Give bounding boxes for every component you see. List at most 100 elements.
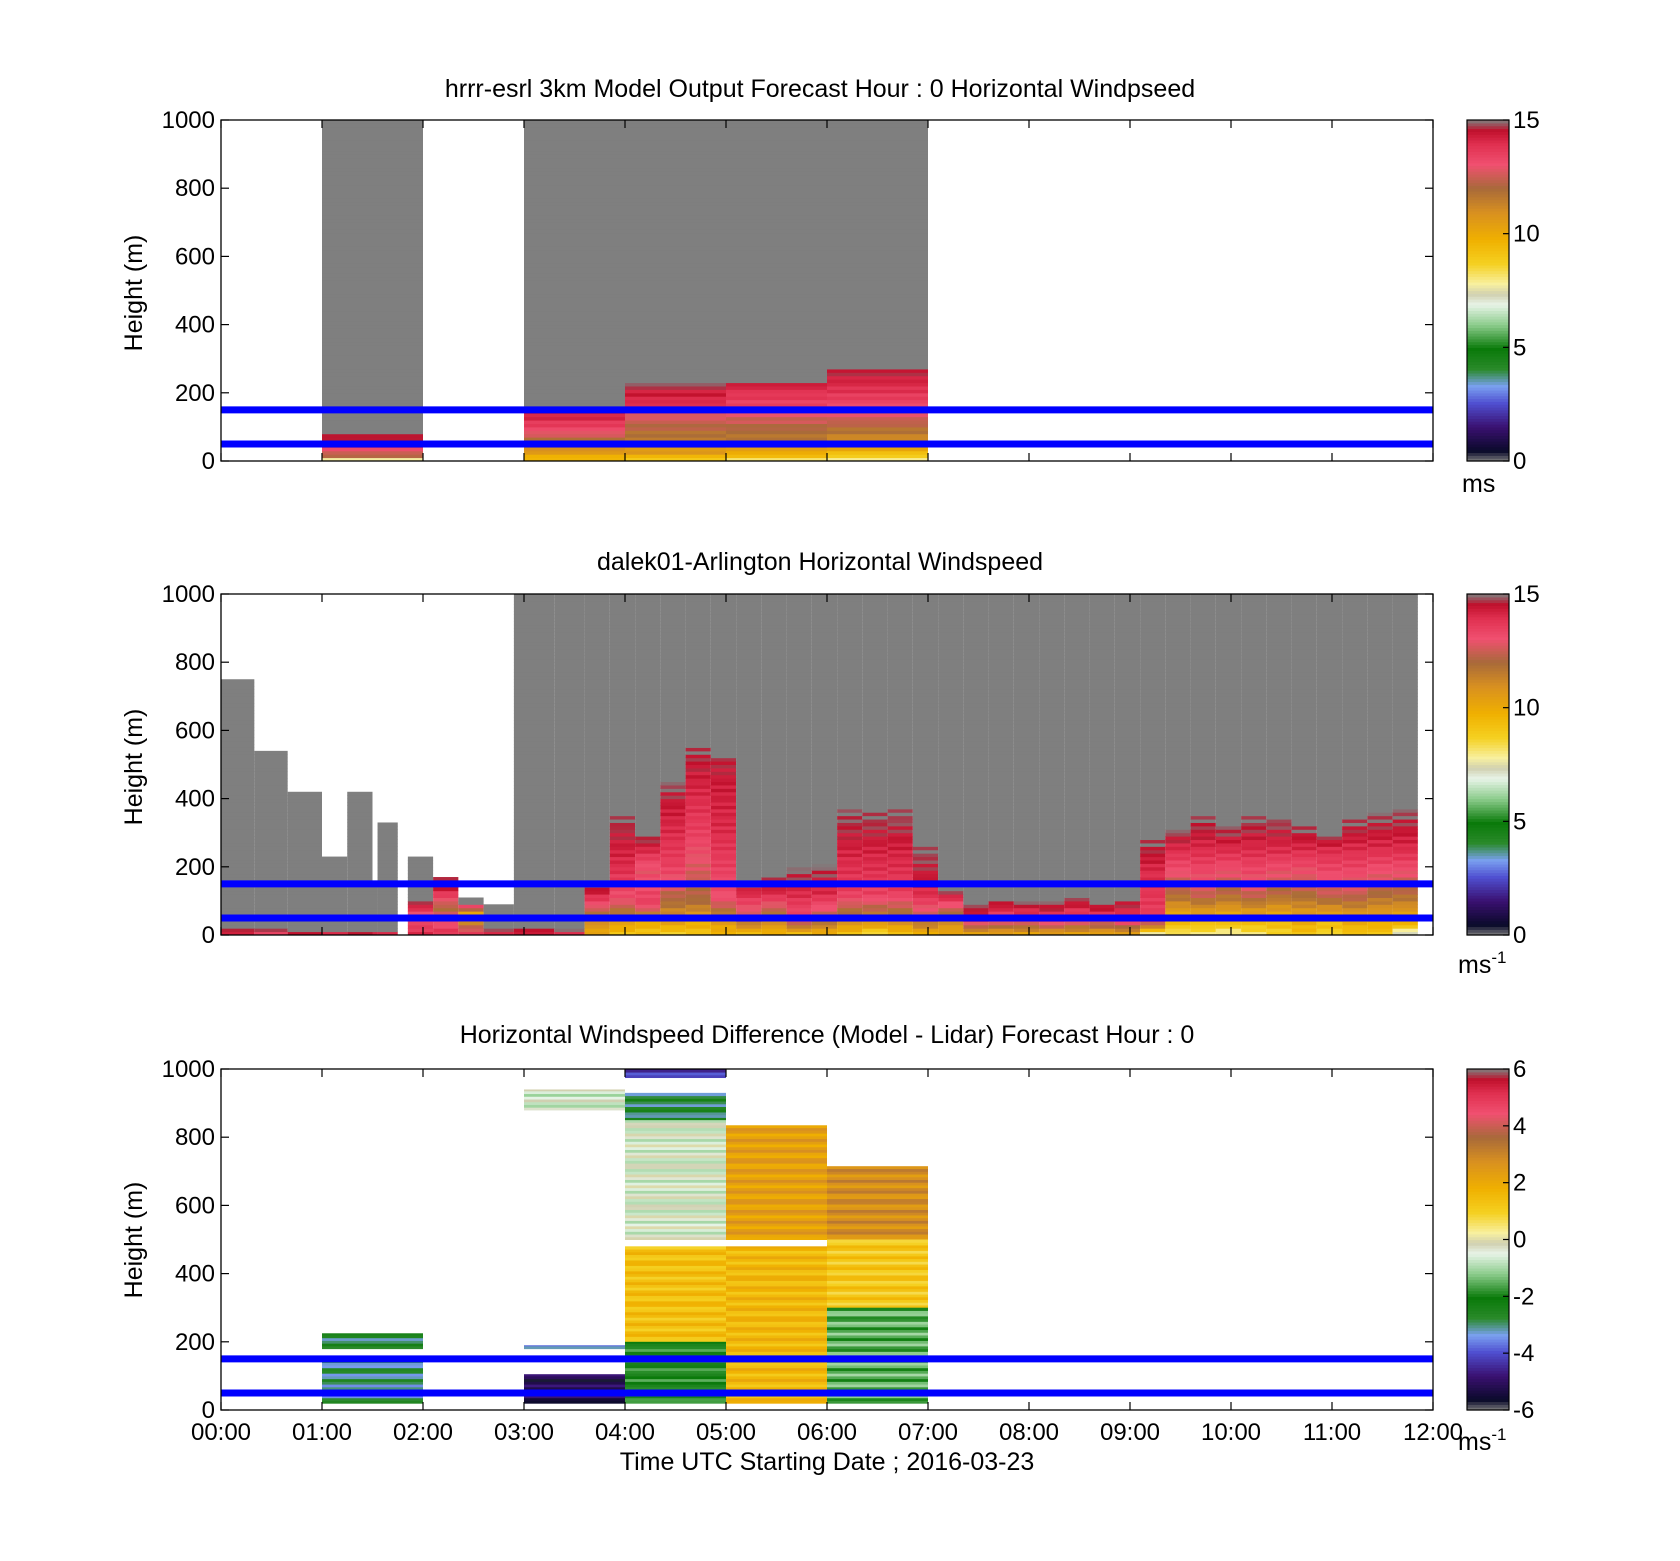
heatmap-cell [221, 709, 255, 714]
heatmap-cell [1392, 819, 1418, 823]
heatmap-cell [1165, 669, 1191, 673]
heatmap-cell [287, 853, 322, 858]
heatmap-cell [554, 873, 585, 878]
colorbar-swatch [1467, 307, 1509, 311]
heatmap-cell [837, 928, 863, 933]
heatmap-cell [1392, 662, 1418, 667]
heatmap-cell [761, 822, 787, 827]
heatmap-cell [736, 784, 762, 789]
heatmap-cell [221, 836, 255, 841]
heatmap-cell [347, 822, 373, 827]
heatmap-column [1291, 594, 1317, 936]
heatmap-cell [1266, 744, 1292, 748]
heatmap-cell [685, 669, 711, 673]
heatmap-cell [912, 900, 939, 905]
heatmap-cell [347, 846, 373, 851]
heatmap-cell [635, 696, 661, 701]
heatmap-cell [625, 334, 726, 339]
heatmap-cell [726, 338, 827, 343]
heatmap-cell [726, 1400, 827, 1404]
heatmap-cell [377, 846, 398, 851]
heatmap-cell [685, 624, 711, 629]
heatmap-cell [786, 832, 812, 837]
heatmap-cell [1140, 808, 1166, 813]
heatmap-cell [1392, 778, 1418, 783]
heatmap-cell [827, 426, 928, 431]
heatmap-cell [660, 757, 686, 762]
heatmap-cell [584, 645, 610, 650]
heatmap-column [1165, 594, 1191, 936]
heatmap-cell [287, 819, 322, 823]
heatmap-cell [1013, 723, 1040, 728]
heatmap-cell [1165, 815, 1191, 820]
heatmap-cell [988, 723, 1014, 728]
heatmap-cell [1089, 648, 1115, 653]
heatmap-cell [1367, 897, 1393, 902]
heatmap-cell [1064, 696, 1090, 701]
heatmap-cell [726, 249, 827, 254]
heatmap-cell [221, 832, 255, 837]
heatmap-cell [837, 846, 863, 851]
heatmap-cell [377, 873, 398, 878]
heatmap-cell [524, 403, 625, 407]
heatmap-cell [660, 859, 686, 864]
heatmap-cell [938, 802, 964, 806]
heatmap-cell [726, 164, 827, 169]
heatmap-cell [625, 1120, 726, 1123]
heatmap-cell [938, 628, 964, 633]
heatmap-block [524, 1089, 625, 1111]
heatmap-cell [1165, 812, 1191, 817]
heatmap-cell [322, 894, 348, 898]
heatmap-cell [1039, 740, 1065, 745]
heatmap-cell [685, 928, 711, 933]
heatmap-cell [988, 740, 1014, 745]
heatmap-cell [609, 713, 636, 718]
heatmap-cell [609, 761, 636, 765]
heatmap-cell [811, 740, 838, 745]
heatmap-cell [811, 877, 838, 881]
heatmap-cell [287, 802, 322, 806]
heatmap-cell [1165, 604, 1191, 609]
heatmap-cell [837, 825, 863, 830]
heatmap-cell [1064, 631, 1090, 636]
heatmap-cell [287, 907, 322, 912]
heatmap-cell [887, 784, 913, 789]
colorbar-swatch [1467, 318, 1509, 323]
heatmap-cell [761, 737, 787, 742]
colorbar-swatch [1467, 264, 1509, 269]
heatmap-cell [1039, 607, 1065, 612]
heatmap-cell [1064, 621, 1090, 626]
colorbar-tick-label: 10 [1513, 695, 1540, 722]
heatmap-cell [761, 781, 787, 786]
heatmap-cell [1190, 740, 1216, 745]
heatmap-cell [254, 928, 288, 933]
heatmap-cell [660, 846, 686, 851]
heatmap-cell [1064, 617, 1090, 622]
heatmap-cell [1114, 928, 1141, 933]
heatmap-cell [1064, 842, 1090, 847]
colorbar-swatch [1467, 128, 1509, 132]
heatmap-cell [811, 634, 838, 639]
heatmap-cell [1367, 877, 1393, 881]
heatmap-cell [1140, 921, 1166, 926]
heatmap-cell [1266, 866, 1292, 871]
heatmap-cell [726, 126, 827, 131]
heatmap-cell [347, 805, 373, 810]
heatmap-cell [938, 658, 964, 663]
heatmap-cell [1190, 798, 1216, 803]
heatmap-cell [635, 887, 661, 892]
heatmap-cell [1190, 675, 1216, 680]
heatmap-cell [513, 767, 555, 772]
heatmap-cell [1342, 617, 1368, 622]
heatmap-cell [1266, 689, 1292, 694]
heatmap-cell [554, 839, 585, 844]
heatmap-cell [1089, 672, 1115, 677]
heatmap-cell [736, 791, 762, 796]
heatmap-cell [221, 754, 255, 759]
heatmap-cell [837, 761, 863, 765]
heatmap-cell [685, 900, 711, 905]
heatmap-cell [837, 614, 863, 619]
heatmap-cell [963, 928, 989, 933]
heatmap-cell [1215, 696, 1242, 701]
heatmap-block [625, 1069, 726, 1079]
